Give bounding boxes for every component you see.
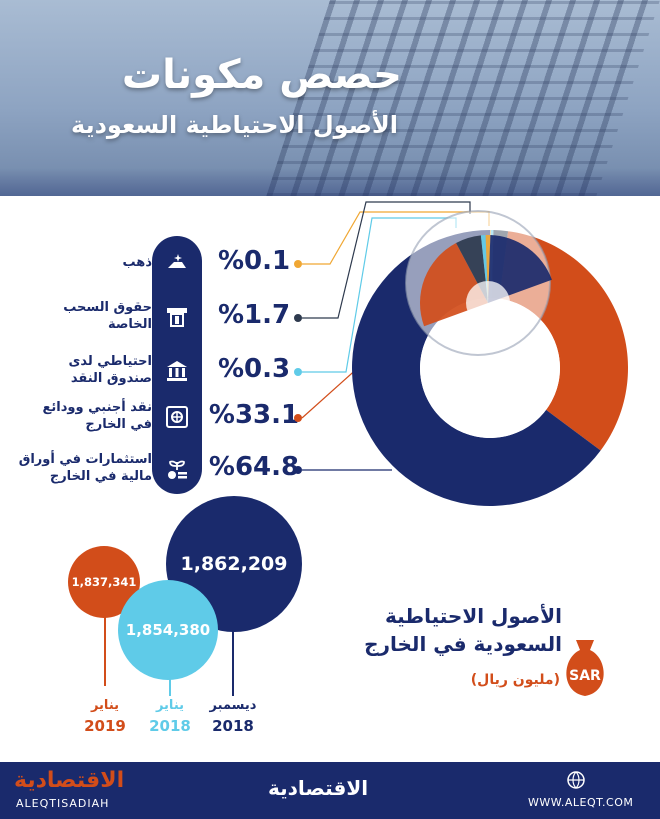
magnified-slice <box>488 235 552 303</box>
leader-dot <box>294 260 302 268</box>
breakdown-row-gold: ذهب %0.1 <box>0 236 660 290</box>
breakdown-label: احتياطي لدى صندوق النقد <box>2 353 152 387</box>
label-year: 2019 <box>84 717 126 735</box>
bank-icon <box>160 354 194 388</box>
breakdown-label-line1: حقوق السحب <box>63 300 152 315</box>
magnifier-center <box>466 281 510 325</box>
composition-donut-chart <box>301 201 628 506</box>
breakdown-row-investments: استثمارات في أوراق مالية في الخارج %64.8 <box>0 442 660 496</box>
unit-label: (مليون ريال) <box>470 672 560 688</box>
stem-jan-2019 <box>104 610 106 686</box>
leader-dot <box>294 368 302 376</box>
page-title: حصص مكونات <box>121 52 402 98</box>
breakdown-label-line2: صندوق النقد <box>70 371 152 386</box>
atm-card-icon <box>160 300 194 334</box>
footer: الاقتصادية ALEQTISADIAH الاقتصادية WWW.A… <box>0 762 660 819</box>
reserves-title: الأصول الاحتياطية السعودية في الخارج <box>322 602 562 658</box>
breakdown-percent: %1.7 <box>217 300 291 330</box>
breakdown-label-line1: احتياطي لدى <box>68 354 152 369</box>
label-jan-2019: يناير 2019 <box>65 696 145 736</box>
footer-logo: الاقتصادية <box>268 776 369 800</box>
bubble-jan-2018: 1,854,380 <box>118 580 218 680</box>
bubble-value: 1,862,209 <box>180 553 288 575</box>
currency-badge: SAR <box>569 668 601 684</box>
reserves-title-line2: السعودية في الخارج <box>364 632 562 656</box>
breakdown-label-line1: نقد أجنبي وودائع <box>42 400 152 415</box>
bubble-dec-2018: 1,862,209 <box>166 496 302 632</box>
label-year: 2018 <box>212 717 254 735</box>
label-month: يناير <box>90 698 120 713</box>
breakdown-row-imf: احتياطي لدى صندوق النقد %0.3 <box>0 344 660 398</box>
breakdown-percent: %33.1 <box>208 400 300 430</box>
magnified-slice <box>485 235 491 303</box>
stem-jan-2018 <box>169 676 171 696</box>
breakdown-percent: %0.1 <box>217 246 291 276</box>
breakdown-label-line1: استثمارات في أوراق <box>18 452 152 467</box>
magnifier-slices <box>420 235 552 327</box>
header-shade <box>0 168 660 196</box>
leader-dot <box>294 466 302 474</box>
bubble-value: 1,837,341 <box>71 575 137 589</box>
breakdown-row-sdr: حقوق السحب الخاصة %1.7 <box>0 290 660 344</box>
globe-icon <box>567 771 585 789</box>
leader-dot <box>294 314 302 322</box>
website-link[interactable]: WWW.ALEQT.COM <box>528 796 634 809</box>
leader-line <box>302 201 471 319</box>
breakdown-percent: %0.3 <box>217 354 291 384</box>
breakdown-row-cash: نقد أجنبي وودائع في الخارج %33.1 <box>0 390 660 444</box>
investment-icon <box>160 452 194 486</box>
reserves-title-line1: الأصول الاحتياطية <box>384 604 562 628</box>
safe-icon <box>160 400 194 434</box>
label-dec-2018: ديسمبر 2018 <box>193 696 273 736</box>
brand-sub: ALEQTISADIAH <box>16 797 110 810</box>
breakdown-label: استثمارات في أوراق مالية في الخارج <box>2 451 152 485</box>
money-bag-icon: SAR <box>566 640 604 696</box>
breakdown-label-line1: ذهب <box>122 255 152 270</box>
label-year: 2018 <box>149 717 191 735</box>
label-jan-2018: يناير 2018 <box>130 696 210 736</box>
breakdown-label-line2: مالية في الخارج <box>49 469 152 484</box>
gold-icon <box>160 246 194 280</box>
breakdown-label-line2: الخاصة <box>107 317 152 332</box>
breakdown-label: نقد أجنبي وودائع في الخارج <box>2 399 152 433</box>
stem-dec-2018 <box>232 610 234 696</box>
breakdown-percent: %64.8 <box>208 452 300 482</box>
page-subtitle: الأصول الاحتياطية السعودية <box>71 111 398 139</box>
breakdown-label: حقوق السحب الخاصة <box>2 299 152 333</box>
leader-line <box>301 365 361 419</box>
brand-logo: الاقتصادية <box>14 768 125 793</box>
label-month: يناير <box>155 698 185 713</box>
leader-dot <box>294 414 302 422</box>
label-month: ديسمبر <box>209 698 257 713</box>
breakdown-label-line2: في الخارج <box>85 417 152 432</box>
header-banner: حصص مكونات الأصول الاحتياطية السعودية <box>0 0 660 196</box>
bubble-value: 1,854,380 <box>125 621 211 639</box>
breakdown-label: ذهب <box>2 254 152 271</box>
